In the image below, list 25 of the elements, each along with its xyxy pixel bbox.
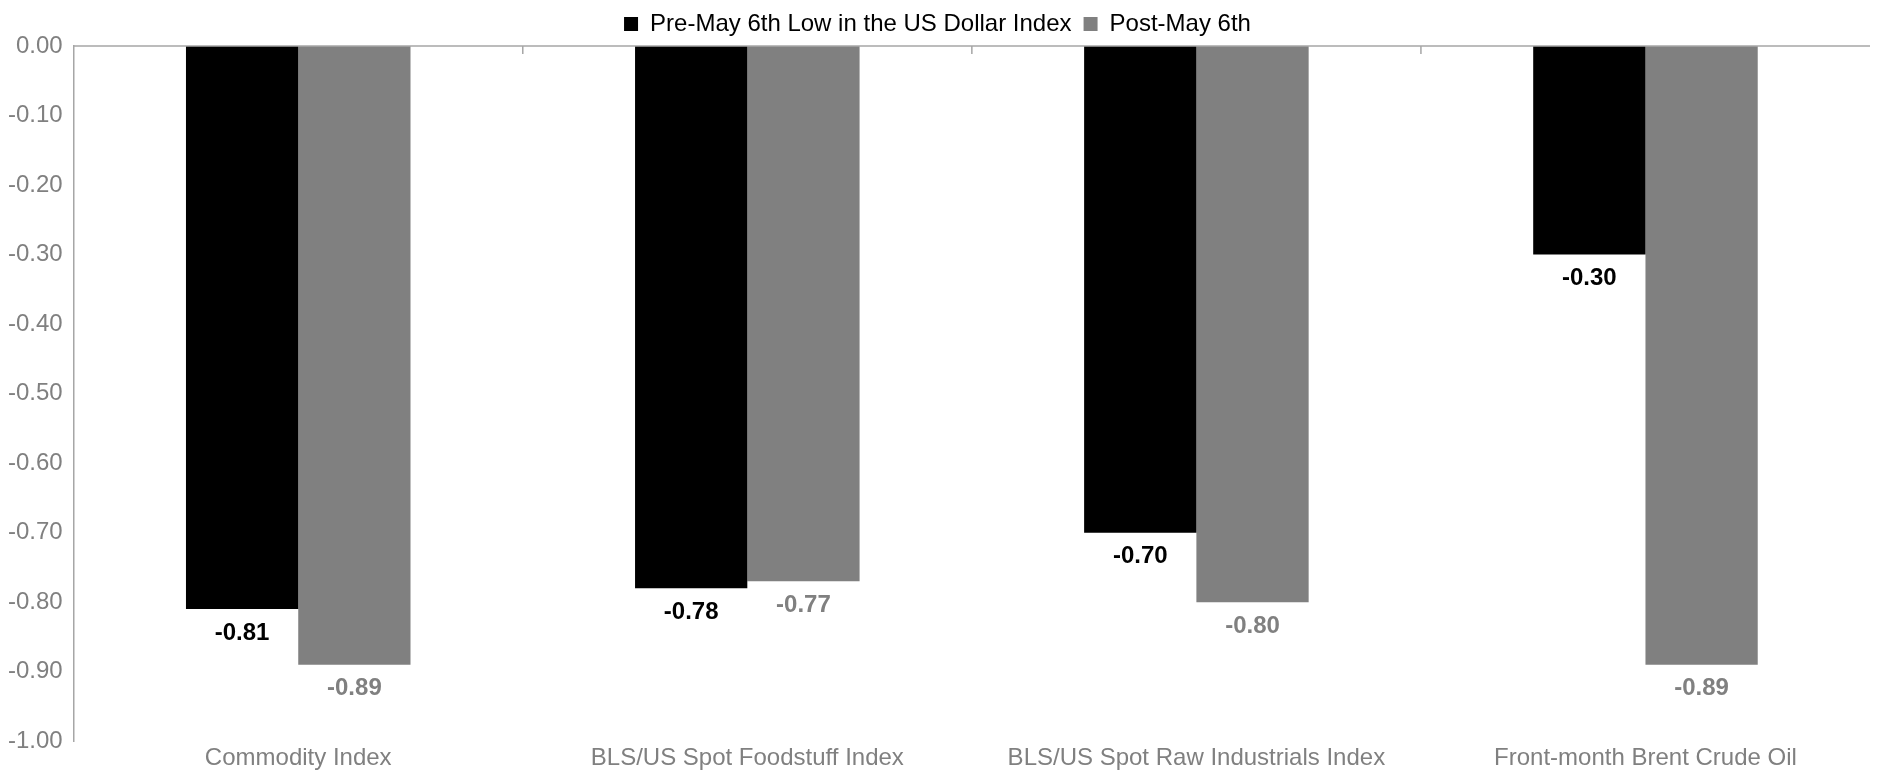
legend-label: Post-May 6th (1109, 8, 1251, 36)
data-label: -0.89 (327, 673, 382, 701)
data-label: -0.70 (1112, 541, 1168, 569)
y-tick-label: -0.60 (8, 447, 63, 475)
x-tick-label: Commodity Index (204, 743, 392, 771)
data-label: -0.80 (1225, 610, 1280, 638)
y-tick-label: -0.80 (8, 586, 63, 614)
y-tick-label: -0.10 (8, 100, 63, 128)
y-tick-label: -0.30 (8, 239, 63, 267)
y-tick-label: -0.90 (8, 656, 63, 684)
data-label: -0.89 (1674, 673, 1729, 701)
y-tick-label: -0.70 (8, 517, 63, 545)
data-label: -0.30 (1561, 263, 1617, 291)
legend-label: Pre-May 6th Low in the US Dollar Index (650, 8, 1072, 36)
y-tick-label: 0.00 (15, 30, 63, 58)
y-tick-label: -0.20 (8, 169, 63, 197)
x-tick-label: Front-month Brent Crude Oil (1494, 743, 1797, 771)
x-tick-label: BLS/US Spot Raw Industrials Index (1007, 743, 1386, 771)
data-label: -0.77 (776, 589, 831, 617)
data-label: -0.78 (663, 596, 719, 624)
data-label: -0.81 (214, 617, 270, 645)
x-tick-label: BLS/US Spot Foodstuff Index (590, 743, 904, 771)
y-tick-label: -0.50 (8, 378, 63, 406)
y-tick-label: -0.40 (8, 308, 63, 336)
y-tick-label: -1.00 (8, 725, 63, 753)
